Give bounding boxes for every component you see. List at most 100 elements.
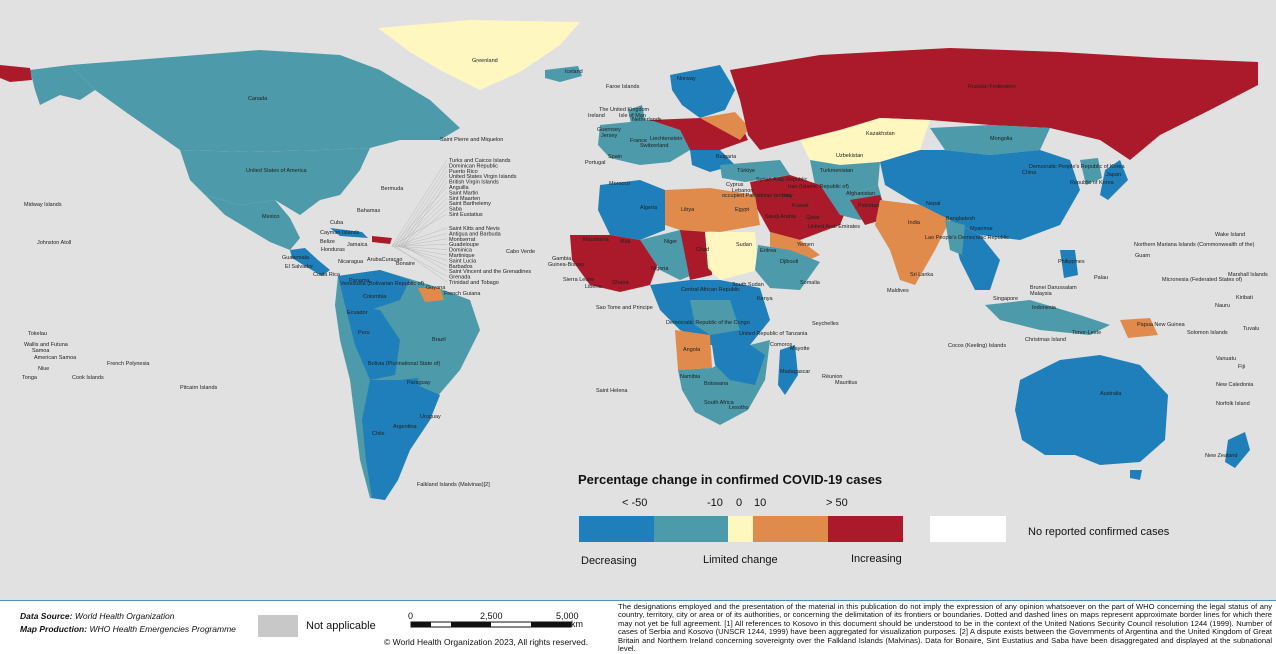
- legend-swatch-strong-increase: [828, 516, 903, 542]
- region-eastern-europe: [700, 112, 750, 140]
- label-caribbean-13: Montserrat: [449, 237, 476, 243]
- legend-tick-lt-minus-50: < -50: [622, 497, 648, 509]
- label-faroe: Faroe Islands: [606, 84, 640, 90]
- legend-title: Percentage change in confirmed COVID-19 …: [578, 472, 883, 487]
- leader-line-12: [397, 233, 448, 247]
- label-caribbean-19: Saint Vincent and the Grenadines: [449, 269, 531, 275]
- legend-label-no-reported: No reported confirmed cases: [1028, 526, 1170, 538]
- label-syria: Syrian Arab Republic: [756, 177, 808, 183]
- region-peru-bolivia: [345, 305, 400, 380]
- label-caribbean-5: Anguilla: [449, 185, 470, 191]
- label-usa: United States of America: [246, 168, 307, 174]
- label-botswana: Botswana: [704, 381, 729, 387]
- label-iraq: Iraq: [782, 193, 791, 199]
- scale-unit: km: [571, 619, 583, 629]
- region-myanmar: [945, 220, 965, 255]
- label-niue: Niue: [38, 366, 49, 372]
- label-aruba-curacao: ArubaCuraçao: [367, 257, 402, 263]
- label-portugal: Portugal: [585, 160, 606, 166]
- scale-tick-2500: 2,500: [480, 612, 503, 621]
- label-bermuda: Bermuda: [381, 186, 404, 192]
- label-caribbean-12: Antigua and Barbuda: [449, 231, 502, 237]
- region-central-america: [290, 248, 330, 276]
- leader-line-8: [400, 203, 448, 247]
- label-palau: Palau: [1094, 275, 1108, 281]
- data-source-value: World Health Organization: [74, 611, 175, 621]
- label-cyprus: Cyprus: [726, 182, 744, 188]
- label-caribbean-18: Barbados: [449, 264, 473, 270]
- region-china: [880, 150, 1080, 240]
- label-liberia: Liberia: [585, 284, 602, 290]
- label-jersey: Jersey: [601, 133, 617, 139]
- label-guinea-bissau: Guinea-Bissau: [548, 262, 584, 268]
- region-japan: [1100, 160, 1128, 200]
- label-niger: Niger: [664, 239, 677, 245]
- label-nigeria: Nigeria: [651, 266, 669, 272]
- label-morocco: Morocco: [609, 181, 630, 187]
- label-car: Central African Republic: [681, 287, 740, 293]
- region-kazakhstan: [800, 118, 930, 165]
- map-production-value: WHO Health Emergencies Programme: [89, 624, 236, 634]
- scale-segment-1: [411, 622, 431, 627]
- region-libya-egypt: [665, 188, 760, 232]
- label-vanuatu: Vanuatu: [1216, 356, 1236, 362]
- label-chad: Chad: [696, 247, 709, 253]
- label-cuba: Cuba: [330, 220, 344, 226]
- label-wallis: Wallis and Futuna: [24, 342, 69, 348]
- leader-line-9: [403, 208, 448, 247]
- region-horn: [755, 245, 820, 290]
- region-new-zealand: [1225, 432, 1250, 468]
- label-caribbean-8: Saint Barthelemy: [449, 201, 491, 207]
- label-nepal: Nepal: [926, 201, 940, 207]
- region-india: [875, 200, 950, 285]
- scale-segment-3: [531, 622, 571, 627]
- label-bahamas: Bahamas: [357, 208, 380, 214]
- label-norway: Norway: [677, 76, 696, 82]
- label-iceland: Iceland: [565, 69, 583, 75]
- label-nmi: Northern Mariana Islands (Commonwealth o…: [1134, 242, 1255, 248]
- label-kazakhstan: Kazakhstan: [866, 131, 895, 137]
- label-iran: Iran (Islamic Republic of): [788, 184, 849, 190]
- label-panama: Panama: [349, 278, 370, 284]
- label-malaysia: Malaysia: [1030, 291, 1053, 297]
- label-algeria: Algeria: [640, 205, 658, 211]
- legend-tick-gt-50: > 50: [826, 497, 848, 509]
- leader-line-5: [391, 186, 448, 247]
- label-paraguay: Paraguay: [407, 380, 431, 386]
- region-alaska: [30, 65, 95, 105]
- label-peru: Peru: [358, 330, 370, 336]
- label-indonesia: Indonesia: [1032, 305, 1057, 311]
- label-yemen: Yemen: [797, 242, 814, 248]
- region-tasmania: [1130, 470, 1142, 480]
- label-caribbean-9: Saba: [449, 207, 463, 213]
- label-seychelles: Seychelles: [812, 321, 839, 327]
- caribbean-leader-lines: [391, 159, 448, 283]
- label-mayotte: Mayotte: [790, 346, 810, 352]
- region-usa: [180, 148, 370, 215]
- legend-caption-decreasing: Decreasing: [581, 555, 637, 567]
- label-cook: Cook Islands: [72, 375, 104, 381]
- region-west-africa: [570, 235, 660, 292]
- label-canada: Canada: [248, 96, 268, 102]
- leader-line-2: [397, 170, 448, 247]
- label-singapore: Singapore: [993, 296, 1018, 302]
- label-caribbean-20: Grenada: [449, 275, 471, 281]
- label-caribbean-16: Martinique: [449, 253, 475, 259]
- disclaimer: The designations employed and the presen…: [618, 602, 1272, 654]
- label-russia: Russian Federation: [968, 84, 1016, 90]
- legend-tick-10: 10: [754, 497, 767, 509]
- label-fiji: Fiji: [1238, 364, 1245, 370]
- label-brazil: Brazil: [432, 337, 446, 343]
- label-occupied-pt: occupied Palestinian territory: [722, 193, 793, 199]
- copyright: © World Health Organization 2023, All ri…: [384, 637, 589, 647]
- region-mongolia: [930, 125, 1050, 155]
- label-caribbean-17: Saint Lucia: [449, 258, 477, 264]
- region-paraguay: [400, 378, 420, 398]
- region-hispaniola: [372, 236, 392, 244]
- region-australia: [1015, 355, 1168, 465]
- label-turkmenistan: Turkmenistan: [820, 168, 853, 174]
- label-caribbean-21: Trinidad and Tobago: [449, 280, 499, 286]
- region-turkiye: [720, 160, 790, 182]
- region-russia-east-tip: [0, 65, 32, 82]
- label-mauritius: Mauritius: [835, 380, 858, 386]
